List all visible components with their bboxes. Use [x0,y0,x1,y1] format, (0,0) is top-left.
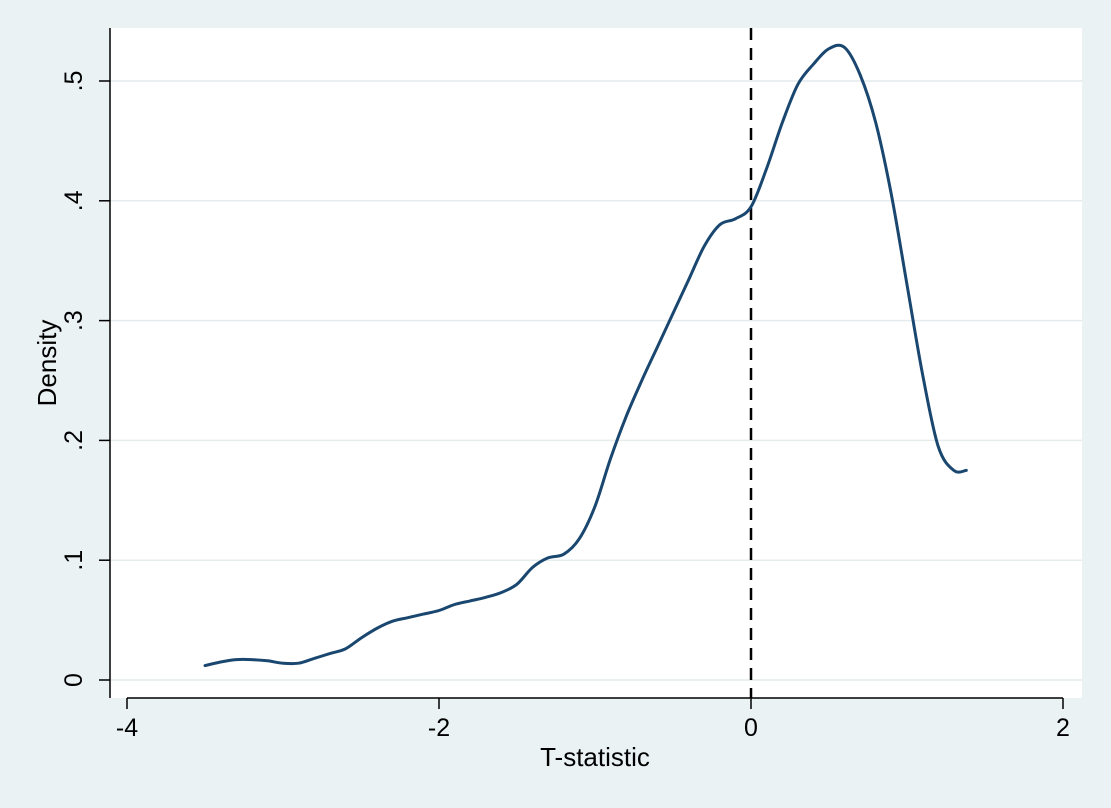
axes: 0 .1 .2 .3 .4 .5 -4 -2 0 2 [60,28,1070,742]
y-tick-label: .4 [60,190,88,211]
x-tick-label: 2 [1056,714,1070,742]
grid-lines [110,80,1082,681]
x-tick-label: -2 [428,714,450,742]
y-tick-label: .3 [60,310,88,331]
y-tick-label: .5 [60,71,88,92]
plot-area [110,28,1082,698]
y-tick-label: .2 [60,430,88,451]
x-tick-label: -4 [116,714,138,742]
x-tick-label: 0 [744,714,758,742]
x-axis-title: T-statistic [540,742,650,772]
y-axis-title: Density [32,320,62,407]
series-group [203,43,968,668]
y-tick-label: 0 [60,673,88,687]
density-curve [203,43,968,668]
y-tick-label: .1 [60,550,88,571]
